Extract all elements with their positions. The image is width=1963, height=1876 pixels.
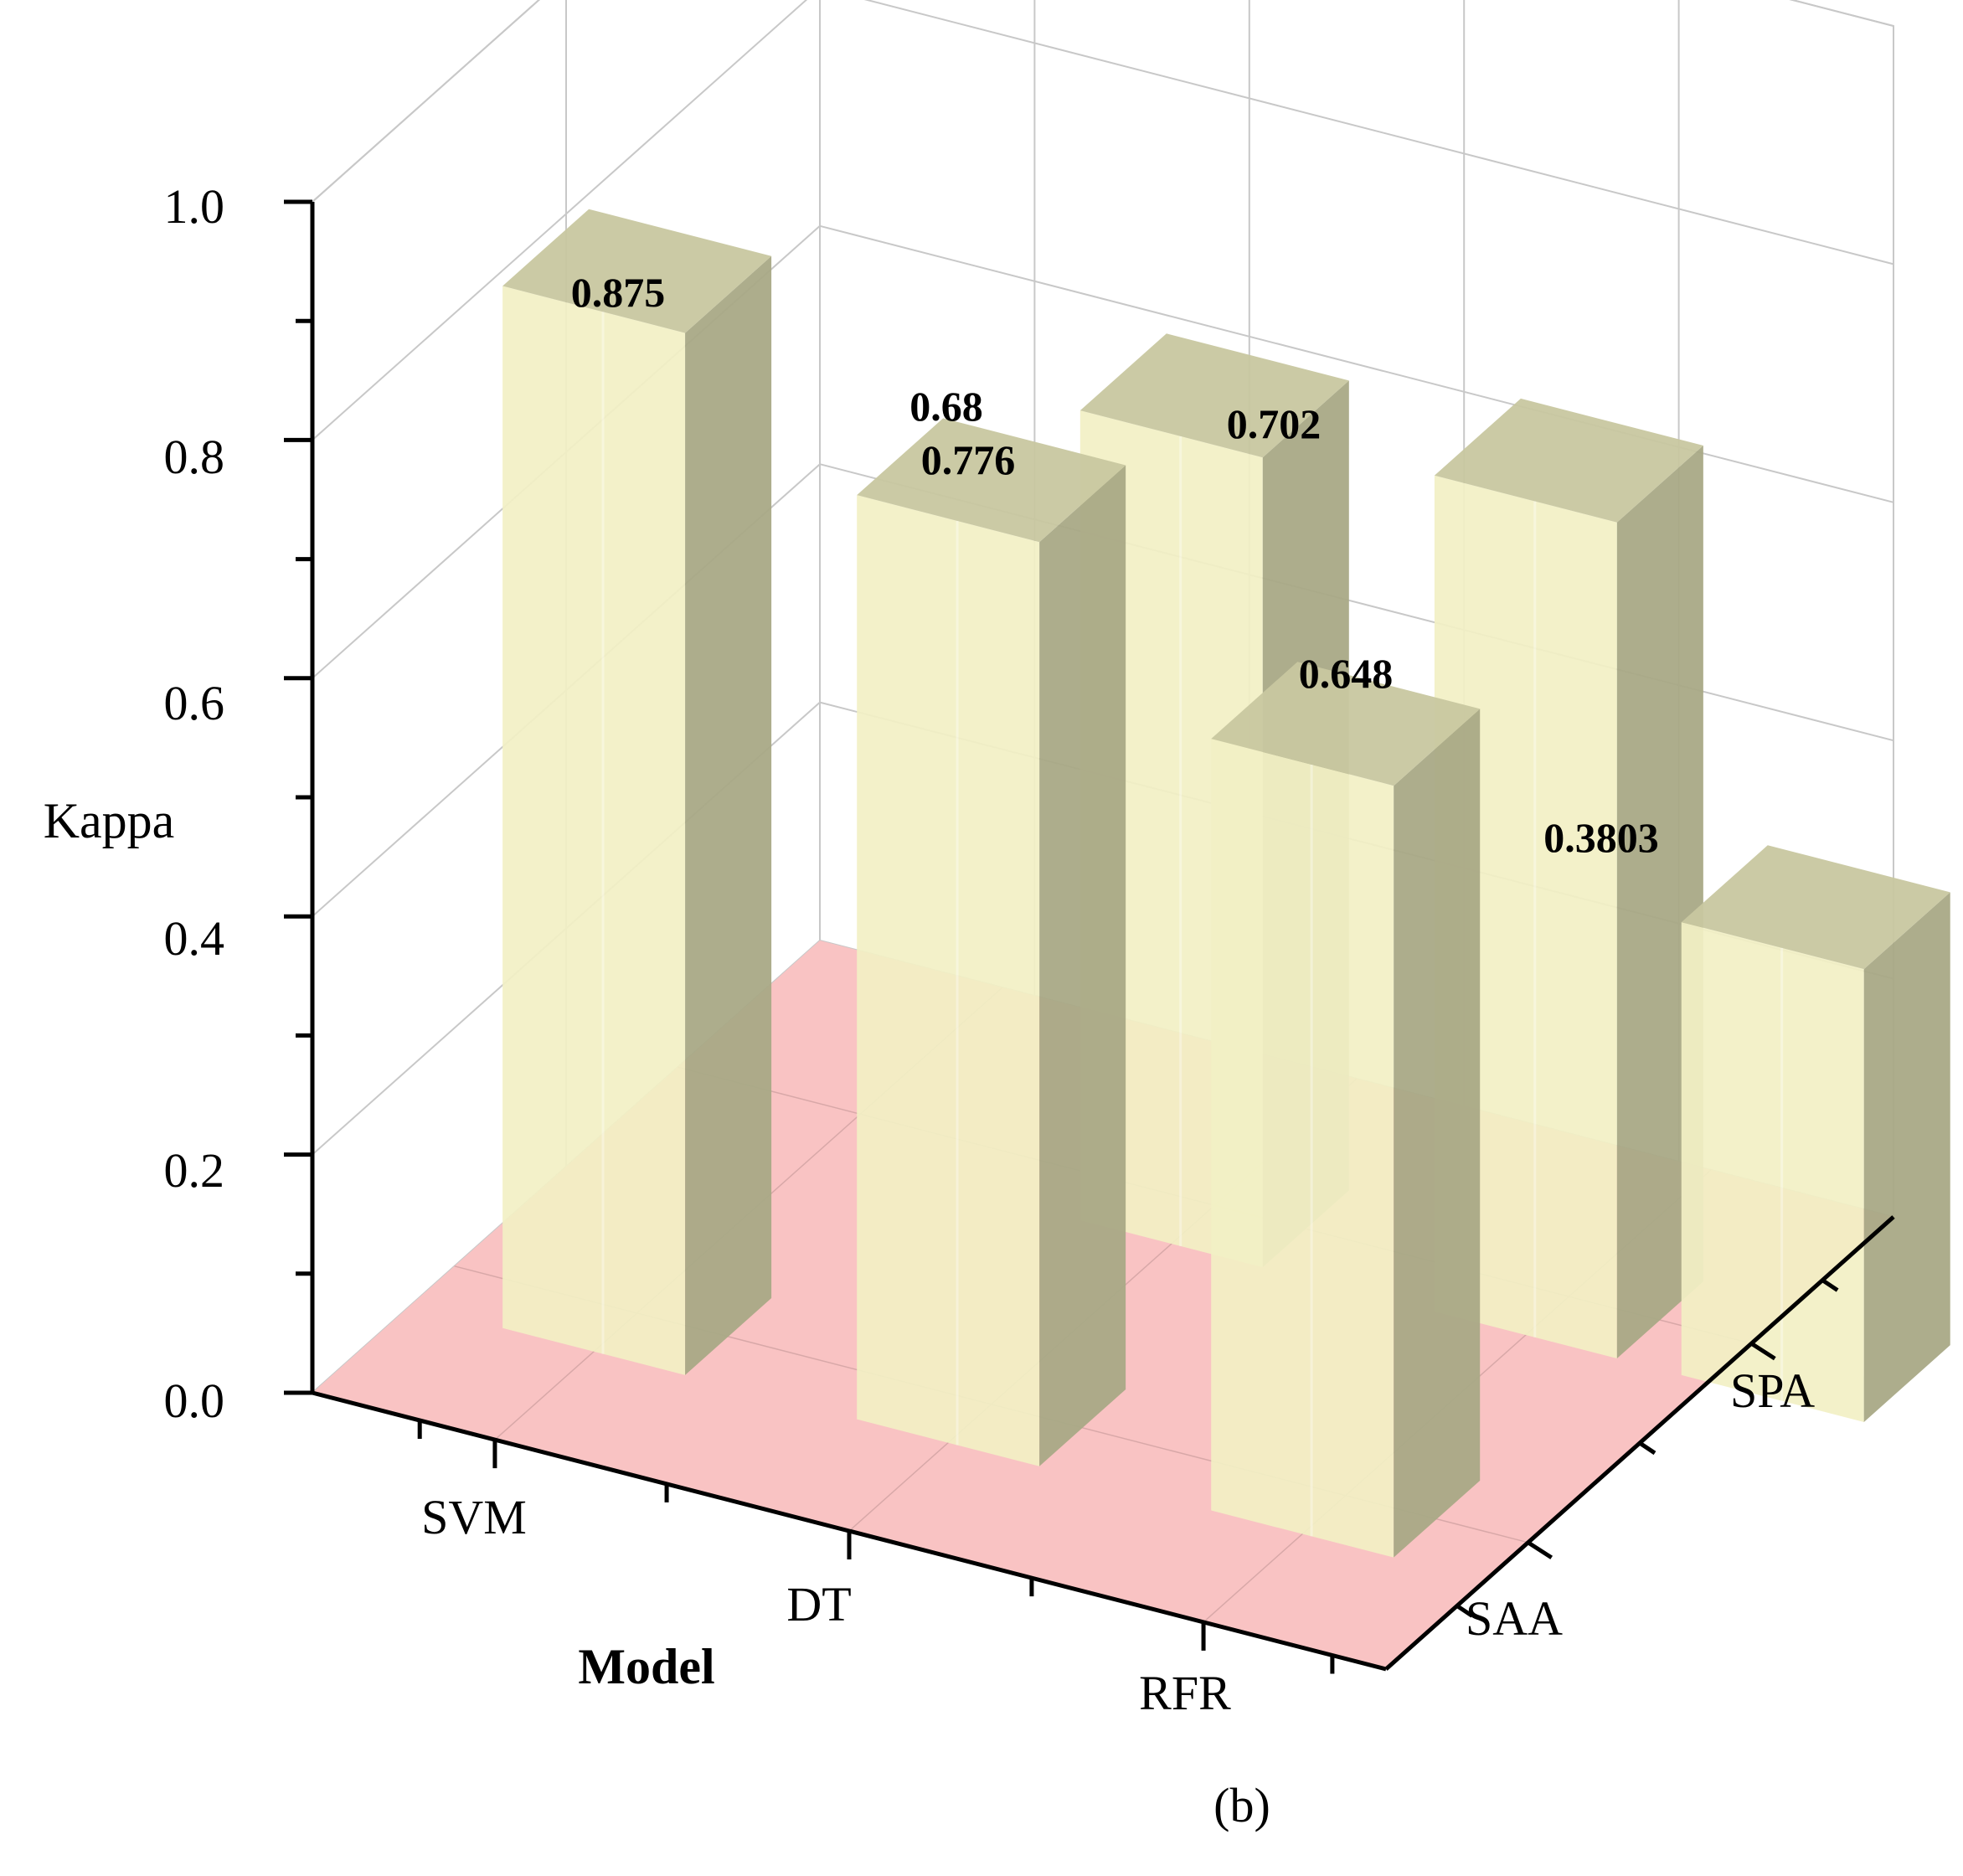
bar-front-face — [1211, 739, 1394, 1558]
bar-side-face — [1394, 709, 1481, 1558]
bar-top-face — [502, 209, 772, 333]
bar-top-face — [1434, 398, 1703, 523]
bar-front-face — [1681, 922, 1864, 1422]
depth-axis-tick — [1456, 1604, 1474, 1618]
x-tick-label-svm: SVM — [421, 1490, 527, 1544]
x-tick-labels: SVM DT RFR — [421, 1490, 1231, 1720]
top-left-frame-edge — [312, 0, 540, 203]
y-tick-label: 1.0 — [164, 179, 225, 234]
data-label-rfr-spa: 0.702 — [1227, 400, 1322, 447]
data-label-dt-saa: 0.776 — [921, 436, 1016, 483]
axes-group — [284, 199, 1895, 1674]
y-tick-label: 0.2 — [164, 1143, 225, 1198]
bar-front-face — [857, 495, 1040, 1466]
depth-axis-tick — [1638, 1440, 1656, 1456]
bar-front-face — [502, 286, 686, 1375]
panel-label: (b) — [1213, 1778, 1270, 1832]
bar-top-face — [1079, 333, 1349, 458]
bar-top-face — [857, 418, 1126, 543]
depth-axis-tick — [1821, 1278, 1839, 1292]
back-wall-gridline — [1789, 0, 1894, 27]
bar-side-face — [1039, 465, 1126, 1466]
data-label-dt-spa: 0.68 — [909, 383, 983, 430]
depth-tick-labels: SAA SPA — [1466, 1363, 1815, 1646]
y-axis-title: Kappa — [44, 793, 175, 848]
y-tick-label: 0.0 — [164, 1374, 225, 1428]
bar-dt-saa — [857, 418, 1126, 1466]
bar-side-face — [1863, 892, 1950, 1422]
back-wall-gridline — [819, 224, 1894, 503]
data-labels: 0.875 0.68 0.776 0.702 0.648 0.3803 — [571, 269, 1659, 861]
bars-group — [502, 209, 1950, 1558]
x-tick-label-rfr: RFR — [1139, 1666, 1231, 1720]
bar-side-face — [685, 255, 772, 1375]
y-tick-label: 0.8 — [164, 430, 225, 484]
bar-extra-spa — [1681, 845, 1950, 1422]
data-label-rfr-saa: 0.648 — [1299, 650, 1394, 697]
depth-axis-tick — [1527, 1540, 1553, 1559]
bar-svm-saa — [502, 209, 772, 1375]
y-tick-label: 0.4 — [164, 911, 225, 966]
x-axis-title: Model — [578, 1639, 714, 1694]
x-tick-label-dt: DT — [786, 1577, 851, 1631]
back-wall-gridline — [863, 0, 1894, 265]
depth-axis-tick — [1749, 1342, 1776, 1361]
y-tick-label: 0.6 — [164, 676, 225, 730]
depth-tick-label-saa: SAA — [1466, 1591, 1563, 1646]
depth-tick-label-spa: SPA — [1730, 1363, 1815, 1418]
back-wall-frame — [819, 0, 1894, 1217]
y-tick-labels: 0.0 0.2 0.4 0.6 0.8 1.0 — [164, 179, 225, 1428]
data-label-svm-saa: 0.875 — [571, 269, 666, 316]
bar-front-face — [1434, 475, 1617, 1359]
bar-top-face — [1211, 662, 1481, 786]
bar-rfr-saa — [1211, 662, 1481, 1558]
data-label-3803: 0.3803 — [1543, 814, 1659, 861]
bar-top-face — [1681, 845, 1950, 970]
